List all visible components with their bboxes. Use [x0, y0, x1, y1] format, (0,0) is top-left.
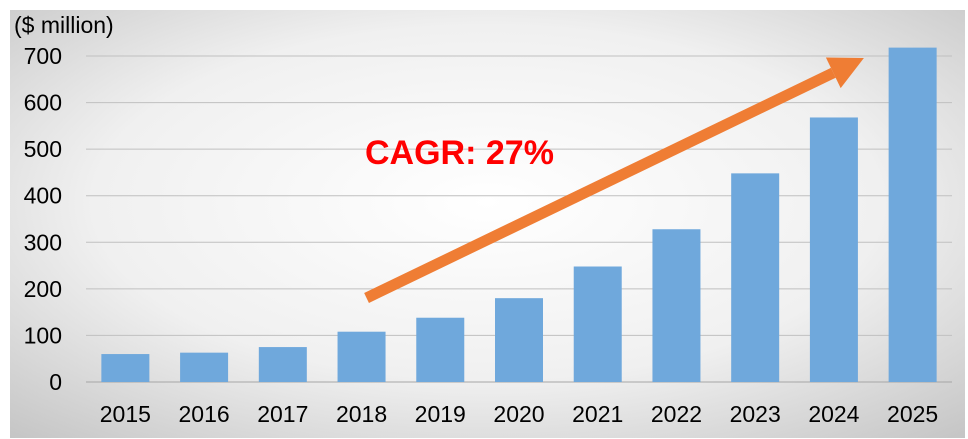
bar-2016 — [180, 352, 229, 382]
unit-label: ($ million) — [14, 12, 114, 38]
x-tick-label: 2022 — [651, 401, 702, 427]
x-tick-label: 2021 — [572, 401, 623, 427]
x-tick-label: 2019 — [415, 401, 466, 427]
y-tick-label: 600 — [24, 90, 62, 116]
bar-2023 — [731, 173, 780, 382]
y-tick-label: 700 — [24, 43, 62, 69]
y-tick-labels: 0 100 200 300 400 500 600 700 — [24, 43, 62, 395]
x-tick-label: 2023 — [730, 401, 781, 427]
bar-2020 — [495, 298, 543, 382]
cagr-arrow-head — [825, 57, 864, 89]
y-tick-label: 100 — [24, 322, 62, 348]
bar-2021 — [573, 266, 622, 382]
y-tick-label: 300 — [24, 229, 62, 255]
y-tick-label: 500 — [24, 136, 62, 162]
x-tick-label: 2015 — [100, 401, 151, 427]
x-tick-label: 2016 — [179, 401, 230, 427]
bar-2015 — [101, 354, 150, 382]
x-tick-label: 2020 — [493, 401, 544, 427]
y-tick-label: 0 — [49, 369, 62, 395]
bar-layer — [101, 47, 937, 383]
bar-2017 — [258, 347, 307, 382]
y-tick-label: 400 — [24, 183, 62, 209]
x-tick-label: 2017 — [257, 401, 308, 427]
cagr-arrow-shaft — [364, 67, 836, 303]
arrow-layer — [364, 57, 864, 303]
bar-2018 — [337, 331, 386, 382]
bar-2024 — [809, 117, 858, 382]
grid-layer — [86, 55, 952, 383]
x-tick-label: 2018 — [336, 401, 387, 427]
x-tick-label: 2025 — [887, 401, 938, 427]
x-tick-labels: 2015 2016 2017 2018 2019 2020 2021 2022 2023 2024… — [100, 401, 938, 427]
bar-2025 — [888, 47, 937, 383]
x-tick-label: 2024 — [808, 401, 859, 427]
y-tick-label: 200 — [24, 276, 62, 302]
bar-2022 — [652, 229, 701, 382]
bar-2019 — [416, 317, 465, 382]
cagr-annotation: CAGR: 27% — [365, 134, 554, 172]
